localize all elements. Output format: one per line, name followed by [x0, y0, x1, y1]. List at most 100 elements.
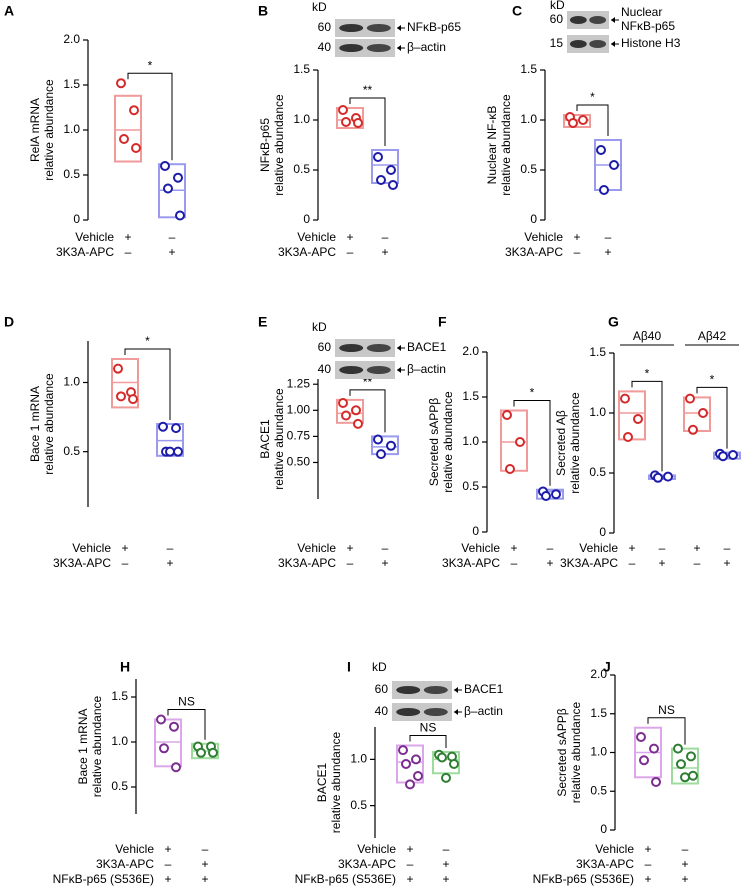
condition-name: 3K3A-APC	[442, 556, 500, 570]
data-point	[129, 105, 139, 116]
condition-sign: +	[442, 857, 449, 871]
blot-band	[396, 708, 421, 716]
data-point	[413, 771, 423, 782]
data-point	[171, 423, 181, 434]
panel-letter: E	[258, 314, 267, 330]
data-point	[338, 105, 348, 115]
y-tick-label: 0.50	[287, 455, 311, 469]
condition-name: 3K3A-APC	[56, 245, 114, 259]
data-point	[437, 752, 447, 763]
y-tick-label: 1.00	[287, 402, 311, 416]
condition-sign: +	[201, 857, 208, 871]
blot-mw: 60	[318, 20, 332, 34]
data-point	[541, 491, 551, 501]
blot-label: Histone H3	[621, 36, 681, 50]
blot-band	[366, 344, 391, 352]
y-axis-label: relative abundance	[90, 695, 104, 797]
condition-name: Vehicle	[75, 230, 114, 244]
condition-sign: +	[346, 541, 353, 555]
condition-sign: –	[382, 541, 389, 555]
data-point	[449, 759, 459, 769]
panel-letter: H	[120, 659, 130, 675]
blot-mw: 40	[318, 362, 332, 376]
blot-label: β–actin	[407, 40, 446, 54]
significance-bracket	[167, 709, 206, 740]
y-tick-label: 1.0	[63, 375, 80, 389]
data-point	[196, 747, 206, 758]
data-point	[373, 434, 383, 445]
condition-sign: +	[124, 230, 131, 244]
blot-arrowhead	[397, 45, 401, 51]
significance-label: *	[148, 58, 153, 72]
condition-sign: –	[629, 556, 636, 570]
data-point	[688, 770, 698, 781]
data-point	[568, 118, 578, 128]
y-tick-label: 2.0	[462, 344, 479, 358]
condition-sign: –	[682, 842, 689, 856]
panel-letter: C	[512, 3, 522, 19]
condition-name: 3K3A-APC	[278, 556, 336, 570]
blot-strip	[392, 681, 452, 699]
blot-unit: kD	[312, 320, 327, 334]
condition-sign: +	[644, 842, 651, 856]
data-point	[505, 464, 515, 474]
subgroup-label: Aβ40	[633, 329, 662, 343]
condition-sign: +	[573, 230, 580, 244]
data-point	[686, 751, 696, 762]
data-point	[401, 759, 411, 769]
panel-letter: G	[608, 314, 619, 330]
blot-mw: 40	[375, 704, 389, 718]
data-point	[698, 408, 708, 418]
blot-mw: 60	[318, 340, 332, 354]
significance-bracket	[124, 348, 171, 420]
significance-bracket	[349, 97, 386, 146]
data-point	[639, 755, 649, 766]
condition-sign: –	[382, 230, 389, 244]
y-axis-label: Bace 1 mRNA	[28, 386, 42, 462]
blot-band	[366, 44, 391, 52]
data-point	[515, 437, 525, 447]
significance-label: NS	[658, 703, 675, 717]
condition-sign: +	[546, 556, 553, 570]
blot-label: Nuclear	[621, 5, 662, 19]
significance-bracket	[127, 72, 173, 161]
y-tick-label: 1.5	[111, 689, 128, 703]
significance-label: *	[710, 373, 715, 387]
blot-strip	[335, 361, 395, 379]
condition-sign: +	[121, 541, 128, 555]
condition-name: 3K3A-APC	[96, 857, 154, 871]
condition-name: 3K3A-APC	[53, 556, 111, 570]
data-point	[636, 732, 646, 742]
data-point	[116, 78, 126, 89]
blot-strip	[567, 35, 609, 53]
condition-name: Vehicle	[72, 541, 111, 555]
blot-mw: 60	[375, 682, 389, 696]
data-point	[653, 472, 663, 483]
significance-label: *	[145, 334, 150, 348]
box	[336, 398, 364, 424]
condition-name: NFκB-p65 (S536E)	[295, 872, 396, 886]
y-tick-label: 0	[73, 212, 80, 226]
condition-name: 3K3A-APC	[338, 857, 396, 871]
blot-unit: kD	[372, 660, 387, 674]
data-point	[376, 449, 386, 460]
panel-letter: I	[347, 659, 351, 675]
data-point	[119, 134, 129, 144]
blot-band	[589, 40, 607, 48]
y-tick-label: 0.5	[293, 162, 310, 176]
data-point	[502, 410, 512, 420]
data-point	[718, 451, 728, 462]
data-point	[353, 418, 363, 429]
y-tick-label: 1.5	[462, 389, 479, 403]
panel: F 0 0.5 1.0 1.5 2.0 Secreted sAPPβ relative abu…	[427, 314, 564, 570]
condition-sign: +	[164, 842, 171, 856]
panel-letter: B	[258, 3, 268, 19]
data-point	[578, 115, 588, 125]
y-tick-label: 0.5	[63, 167, 80, 181]
blot-label: BACE1	[464, 682, 504, 696]
box	[114, 94, 142, 163]
y-axis-label: Bace 1 mRNA	[76, 708, 90, 784]
y-tick-label: 0.5	[589, 465, 606, 479]
blot-arrowhead	[454, 687, 458, 693]
